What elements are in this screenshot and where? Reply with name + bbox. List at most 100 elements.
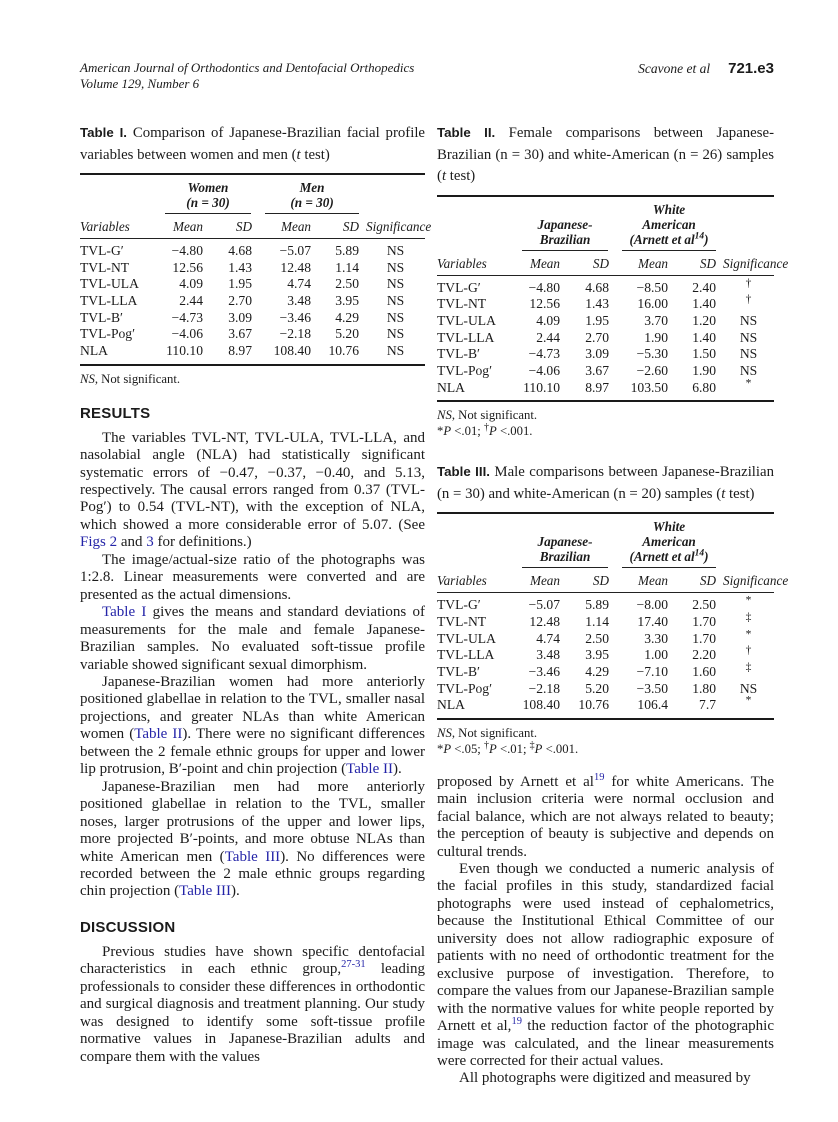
table-cell: 1.60	[692, 663, 717, 679]
table-1-block: Table I. Comparison of Japanese-Brazilia…	[80, 122, 431, 387]
col-header-sd-1: SD	[572, 568, 616, 594]
table-cell: 108.40	[522, 697, 560, 713]
table-cell: 12.48	[529, 613, 560, 629]
table-cell: NLA	[80, 343, 108, 359]
group-header-row: Women (n = 30) Men (n = 30)	[80, 174, 425, 214]
table-row: TVL-Pog′ −2.18 5.20 −3.50 1.80 NS	[437, 680, 774, 697]
paragraph: The variables TVL-NT, TVL-ULA, TVL-LLA, …	[80, 430, 425, 552]
table-cell: 10.76	[328, 343, 360, 359]
table-cell: 5.20	[585, 680, 610, 696]
table-cell: 2.20	[692, 647, 717, 663]
cross-reference-link[interactable]: 3	[146, 534, 154, 551]
table-row: TVL-ULA 4.74 2.50 3.30 1.70 *	[437, 628, 774, 647]
text-segment: Japanese-	[537, 534, 593, 550]
table-cell: 1.40	[692, 296, 717, 312]
col-header-mean-1: Mean	[158, 214, 215, 239]
table-cell: 8.97	[228, 343, 253, 359]
paragraph: Even though we conducted a numeric analy…	[437, 861, 774, 1070]
cross-reference-link[interactable]: Table II	[346, 761, 393, 778]
text-segment: The image/actual-size ratio of the photo…	[80, 551, 425, 603]
table-cell: †	[723, 294, 774, 313]
table-cell: 4.29	[585, 663, 610, 679]
table-2-block: Table II. Female comparisons between Jap…	[437, 122, 788, 439]
table-1-footnotes: NS, Not significant.	[80, 371, 425, 387]
table-row: TVL-LLA 2.44 2.70 3.48 3.95 NS	[80, 292, 425, 309]
group-header-women: Women (n = 30)	[158, 174, 258, 214]
significance-symbol: †	[745, 276, 752, 289]
table-3-block: Table III. Male comparisons between Japa…	[437, 461, 788, 757]
table-cell: −4.80	[171, 243, 203, 258]
text-segment: Previous studies have shown specific den…	[80, 943, 425, 978]
cross-reference-link[interactable]: Table III	[224, 848, 281, 865]
table-footnote: NS, Not significant.	[437, 407, 774, 423]
table-cell: 3.09	[585, 346, 610, 362]
table-cell: TVL-B′	[437, 346, 480, 362]
table-cell: 12.56	[172, 259, 203, 275]
text-segment: test)	[300, 146, 330, 163]
table-cell: 1.14	[585, 613, 610, 629]
text-segment: Table I.	[80, 125, 127, 140]
table-row: TVL-B′ −3.46 4.29 −7.10 1.60 ‡	[437, 662, 774, 680]
table-cell: 4.09	[536, 312, 560, 328]
table-cell: †	[723, 645, 774, 664]
col-header-variables: Variables	[80, 214, 158, 239]
cross-reference-link[interactable]: Figs 2	[80, 534, 118, 551]
group-header-japanese-brazilian: Japanese- Brazilian	[515, 513, 615, 569]
table-cell: −3.46	[279, 309, 312, 325]
table-cell: 5.20	[335, 326, 360, 342]
text-segment: †	[484, 739, 489, 751]
col-header-mean-1: Mean	[515, 568, 572, 594]
table-1-body: TVL-G′ −4.80 4.68 −5.07 5.89 NS TVL-NT 12.56 1.4…	[80, 239, 425, 365]
table-row: TVL-LLA 2.44 2.70 1.90 1.40 NS	[437, 329, 774, 346]
col-header-mean-2: Mean	[258, 214, 321, 239]
cross-reference-link[interactable]: Table III	[179, 883, 231, 900]
table-3: Japanese- Brazilian White American (Arnett …	[437, 512, 788, 720]
text-segment: P	[534, 741, 543, 756]
significance-symbol: *	[745, 594, 752, 607]
table-footnote: NS, Not significant.	[437, 725, 774, 741]
group-header-spacer	[437, 513, 515, 568]
group-header-spacer	[80, 174, 158, 214]
section-heading-discussion: DISCUSSION	[80, 918, 176, 936]
table-cell: 3.67	[585, 362, 610, 378]
table-row: TVL-ULA 4.09 1.95 4.74 2.50 NS	[80, 276, 425, 293]
col-header-mean-2: Mean	[615, 568, 678, 594]
group-header-white-american: White American (Arnett et al14)	[615, 196, 723, 251]
table-cell: NS	[739, 329, 758, 345]
text-segment: Even though we conducted a numeric analy…	[437, 861, 774, 1035]
paragraph: Japanese-Brazilian women had more anteri…	[80, 674, 425, 779]
paragraph: The image/actual-size ratio of the photo…	[80, 552, 425, 604]
table-cell: −7.10	[636, 663, 669, 679]
table-cell: 2.44	[179, 293, 203, 309]
table-cell: 4.68	[228, 243, 253, 258]
discussion-continued-text: proposed by Arnett et al19 for white Ame…	[437, 771, 774, 1088]
text-segment: ).	[230, 883, 240, 900]
cross-reference-link[interactable]: 19	[593, 771, 605, 783]
left-column: Table I. Comparison of Japanese-Brazilia…	[80, 122, 431, 1088]
text-segment: NS	[437, 408, 452, 423]
table-cell: NS	[739, 312, 758, 328]
text-segment: NS	[437, 725, 452, 740]
table-cell: ‡	[723, 662, 774, 680]
text-segment: t	[296, 146, 301, 163]
table-cell: −2.60	[636, 362, 669, 378]
table-cell: 3.67	[228, 326, 253, 342]
table-row: TVL-G′ −4.80 4.68 −5.07 5.89 NS	[80, 239, 425, 260]
table-row: TVL-G′ −4.80 4.68 −8.50 2.40 †	[437, 275, 774, 296]
text-segment: American	[642, 534, 696, 550]
cross-reference-link[interactable]: Table I	[102, 604, 147, 621]
text-segment: Female comparisons between Japanese-Braz…	[437, 125, 774, 184]
text-segment: Japanese-	[537, 216, 593, 232]
text-segment: *	[437, 424, 444, 439]
cross-reference-link[interactable]: Table II	[134, 726, 183, 743]
table-row: TVL-G′ −5.07 5.89 −8.00 2.50 *	[437, 593, 774, 614]
table-cell: TVL-Pog′	[80, 326, 136, 342]
table-cell: 6.80	[692, 379, 717, 395]
text-segment: Male comparisons between Japanese-Brazil…	[437, 464, 774, 502]
table-cell: 1.95	[585, 312, 610, 328]
text-segment: <.001.	[496, 424, 533, 439]
col-header-sd-1: SD	[215, 214, 259, 239]
cross-reference-link[interactable]: 19	[511, 1016, 522, 1028]
cross-reference-link[interactable]: 27-31	[341, 959, 366, 971]
